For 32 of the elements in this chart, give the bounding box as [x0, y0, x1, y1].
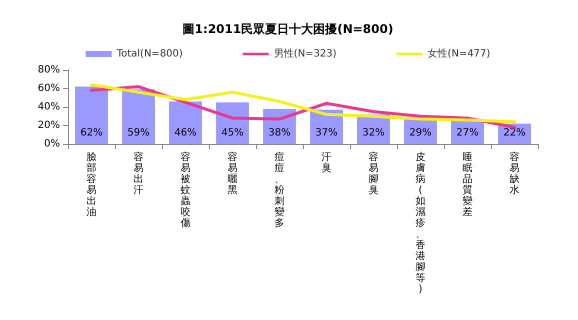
x-tick-label: 容易缺水: [510, 151, 520, 196]
data-label: 22%: [503, 128, 526, 138]
bar: [75, 86, 108, 144]
x-tick-label: 痘痘、粉刺變多: [274, 151, 284, 229]
data-label: 45%: [221, 128, 244, 138]
y-tick-label: 20%: [38, 120, 60, 131]
x-tick-label: 容易被蚊蟲咬傷: [180, 151, 190, 229]
data-label: 62%: [80, 128, 103, 138]
chart-title: 圖1:2011民眾夏日十大困擾(N=800): [182, 22, 394, 36]
x-tick-label: 容易腳臭: [368, 151, 378, 196]
data-label: 29%: [409, 128, 432, 138]
y-tick-label: 60%: [38, 83, 60, 94]
x-tick-label: 容易出汗: [134, 151, 144, 196]
data-label: 37%: [315, 128, 338, 138]
y-tick-label: 0%: [44, 138, 60, 150]
data-label: 38%: [268, 128, 291, 138]
data-label: 27%: [456, 128, 479, 138]
x-tick-label: 睡眠品質變差: [462, 151, 472, 218]
data-label: 32%: [362, 128, 385, 138]
y-tick-label: 40%: [38, 102, 60, 112]
legend-label: 男性(N=323): [274, 48, 337, 60]
category-label: 皮膚病(如濕疹、香港腳等): [416, 152, 426, 295]
legend-label: 女性(N=477): [428, 48, 490, 60]
y-tick-label: 80%: [38, 64, 60, 76]
data-label: 59%: [127, 128, 150, 138]
x-tick-label: 汗臭: [322, 151, 332, 174]
data-label: 46%: [174, 128, 197, 138]
legend-label: Total(N=800): [116, 48, 183, 60]
line-series: [90, 83, 516, 124]
x-tick-label: 臉部容易出油: [86, 151, 96, 218]
x-tick-label: 容易曬黑: [228, 151, 238, 196]
bar: [169, 101, 202, 144]
